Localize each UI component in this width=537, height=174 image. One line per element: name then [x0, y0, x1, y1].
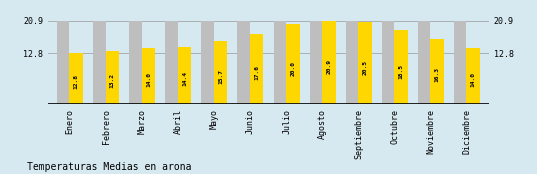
Bar: [273, 21, 286, 104]
Text: 12.8: 12.8: [74, 74, 79, 89]
Bar: [93, 21, 106, 104]
Bar: [165, 21, 178, 104]
Text: 17.6: 17.6: [254, 65, 259, 80]
Bar: [346, 21, 358, 104]
Bar: [358, 22, 372, 104]
Text: 18.5: 18.5: [398, 64, 404, 78]
Bar: [214, 41, 227, 104]
Bar: [69, 53, 83, 104]
Text: 20.5: 20.5: [362, 60, 367, 75]
Bar: [57, 21, 69, 104]
Bar: [430, 39, 444, 104]
Text: 14.0: 14.0: [471, 72, 476, 87]
Bar: [418, 21, 430, 104]
Bar: [237, 21, 250, 104]
Bar: [454, 21, 467, 104]
Text: 20.9: 20.9: [326, 59, 331, 74]
Text: Temperaturas Medias en arona: Temperaturas Medias en arona: [27, 162, 191, 172]
Bar: [382, 21, 394, 104]
Bar: [250, 34, 264, 104]
Bar: [201, 21, 214, 104]
Text: 14.4: 14.4: [182, 71, 187, 86]
Text: 13.2: 13.2: [110, 73, 115, 88]
Text: 15.7: 15.7: [218, 69, 223, 84]
Text: 14.0: 14.0: [146, 72, 151, 87]
Bar: [178, 47, 191, 104]
Bar: [310, 21, 322, 104]
Bar: [467, 48, 480, 104]
Text: 20.0: 20.0: [291, 61, 295, 76]
Bar: [322, 21, 336, 104]
Bar: [394, 30, 408, 104]
Text: 16.3: 16.3: [434, 68, 440, 82]
Bar: [142, 48, 155, 104]
Bar: [129, 21, 142, 104]
Bar: [106, 52, 119, 104]
Bar: [286, 24, 300, 104]
